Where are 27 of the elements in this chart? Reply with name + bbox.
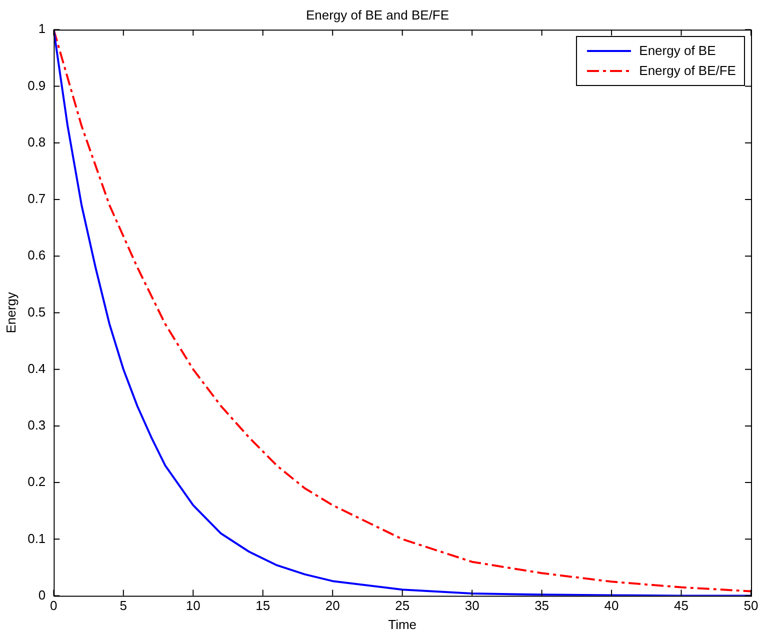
y-tick-label: 0.5 [28,304,46,320]
x-tick-label: 15 [256,598,270,614]
x-tick-label: 0 [50,598,58,614]
x-tick-label: 5 [120,598,128,614]
x-tick-label: 20 [325,598,340,614]
x-tick-label: 35 [534,598,550,614]
x-axis-title: Time [388,616,417,632]
y-tick-label: 0.4 [28,360,46,376]
x-tick-label: 45 [674,598,688,614]
x-tick-label: 30 [464,598,480,614]
y-tick-label: 0.3 [28,418,46,433]
y-tick-label: 0.1 [28,530,46,546]
y-axis-title: Energy [3,292,18,334]
legend-label: Energy of BE [639,43,716,58]
chart-title: Energy of BE and BE/FE [306,7,450,22]
legend-label: Energy of BE/FE [639,63,736,78]
y-tick-label: 0.8 [28,134,46,150]
x-tick-label: 10 [186,598,200,614]
x-tick-label: 40 [604,598,619,614]
y-tick-label: 0.7 [28,191,46,206]
x-tick-label: 25 [395,598,410,614]
y-tick-label: 0.2 [28,474,46,490]
y-tick-label: 0 [38,587,46,602]
y-tick-label: 0.9 [28,78,46,93]
x-tick-label: 50 [744,598,758,614]
y-tick-label: 0.6 [28,248,46,263]
y-tick-label: 1 [38,21,46,36]
